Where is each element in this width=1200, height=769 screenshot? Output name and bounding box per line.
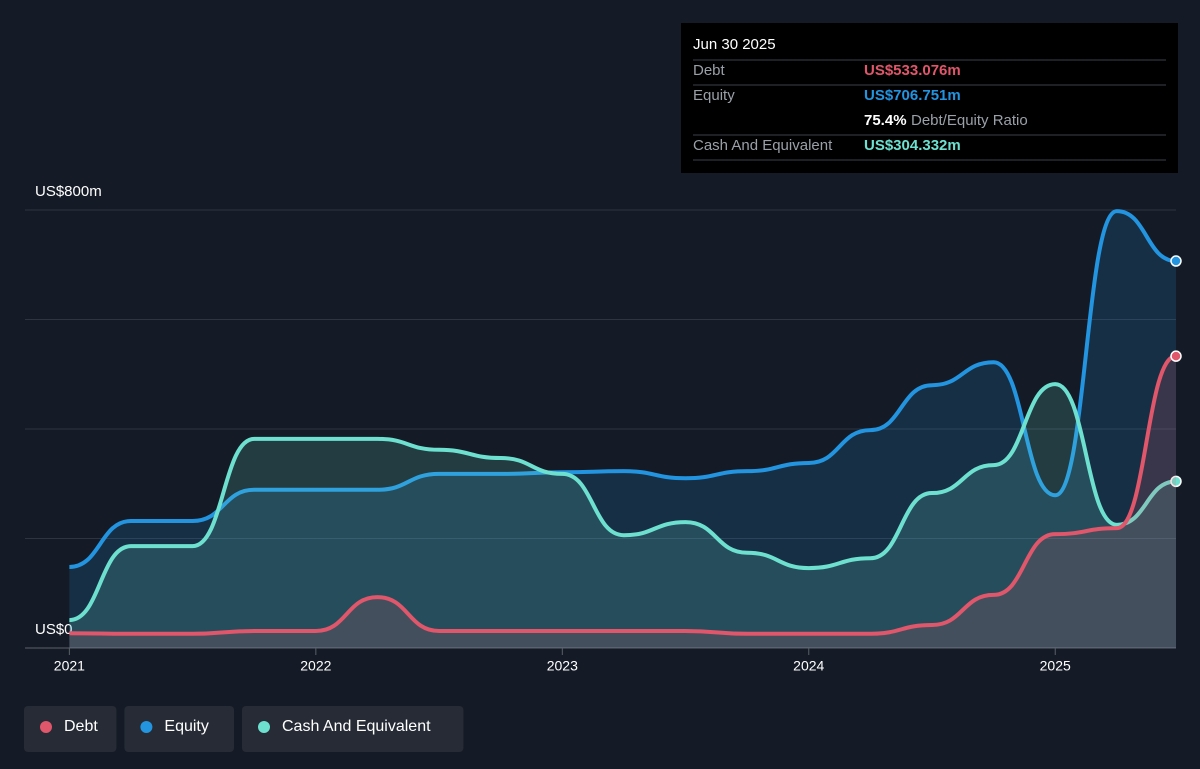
legend-button[interactable] bbox=[124, 706, 234, 752]
x-tick-label: 2023 bbox=[547, 658, 578, 674]
x-tick-label: 2021 bbox=[54, 658, 85, 674]
legend-label: Equity bbox=[164, 718, 208, 735]
y-tick-label: US$0 bbox=[35, 621, 73, 638]
tooltip-label: Debt bbox=[693, 62, 726, 79]
area bbox=[69, 356, 1177, 648]
legend-label: Debt bbox=[64, 718, 98, 735]
x-tick-label: 2024 bbox=[793, 658, 824, 674]
ratio-label: Debt/Equity Ratio bbox=[911, 112, 1028, 129]
end-dot bbox=[1170, 475, 1182, 488]
line bbox=[69, 382, 1177, 623]
legend-button[interactable] bbox=[24, 706, 117, 752]
plot: US$0 US$800m 2021 2022 2023 2024 2025 bbox=[25, 183, 1182, 674]
legend-swatch bbox=[258, 721, 270, 733]
end-dot bbox=[1170, 350, 1182, 362]
legend-button[interactable] bbox=[242, 706, 464, 752]
tooltip-label: Equity bbox=[693, 87, 735, 104]
tooltip-box bbox=[681, 23, 1178, 173]
legend-item[interactable]: Equity bbox=[124, 706, 234, 752]
legend-swatch bbox=[40, 721, 52, 733]
tooltip-value: US$533.076m bbox=[864, 62, 961, 79]
legend: Debt Equity Cash And Equivalent bbox=[24, 706, 464, 752]
line bbox=[69, 209, 1177, 569]
legend-item[interactable]: Cash And Equivalent bbox=[242, 706, 464, 752]
area bbox=[69, 211, 1177, 648]
y-tick-label: US$800m bbox=[35, 183, 102, 200]
tooltip-value: US$304.332m bbox=[864, 137, 961, 154]
x-tick-label: 2025 bbox=[1040, 658, 1071, 674]
x-tick-label: 2022 bbox=[300, 658, 331, 674]
tooltip-date: Jun 30 2025 bbox=[693, 36, 776, 53]
ratio-value: 75.4% bbox=[864, 112, 907, 129]
tooltip: Jun 30 2025 Debt US$533.076m Equity US$7… bbox=[681, 23, 1178, 173]
line bbox=[69, 354, 1177, 636]
end-dot bbox=[1170, 255, 1182, 267]
legend-item[interactable]: Debt bbox=[24, 706, 117, 752]
tooltip-label: Cash And Equivalent bbox=[693, 137, 833, 154]
legend-swatch bbox=[140, 721, 153, 733]
area bbox=[69, 384, 1177, 648]
tooltip-value: US$706.751m bbox=[864, 87, 961, 104]
legend-label: Cash And Equivalent bbox=[282, 718, 431, 735]
